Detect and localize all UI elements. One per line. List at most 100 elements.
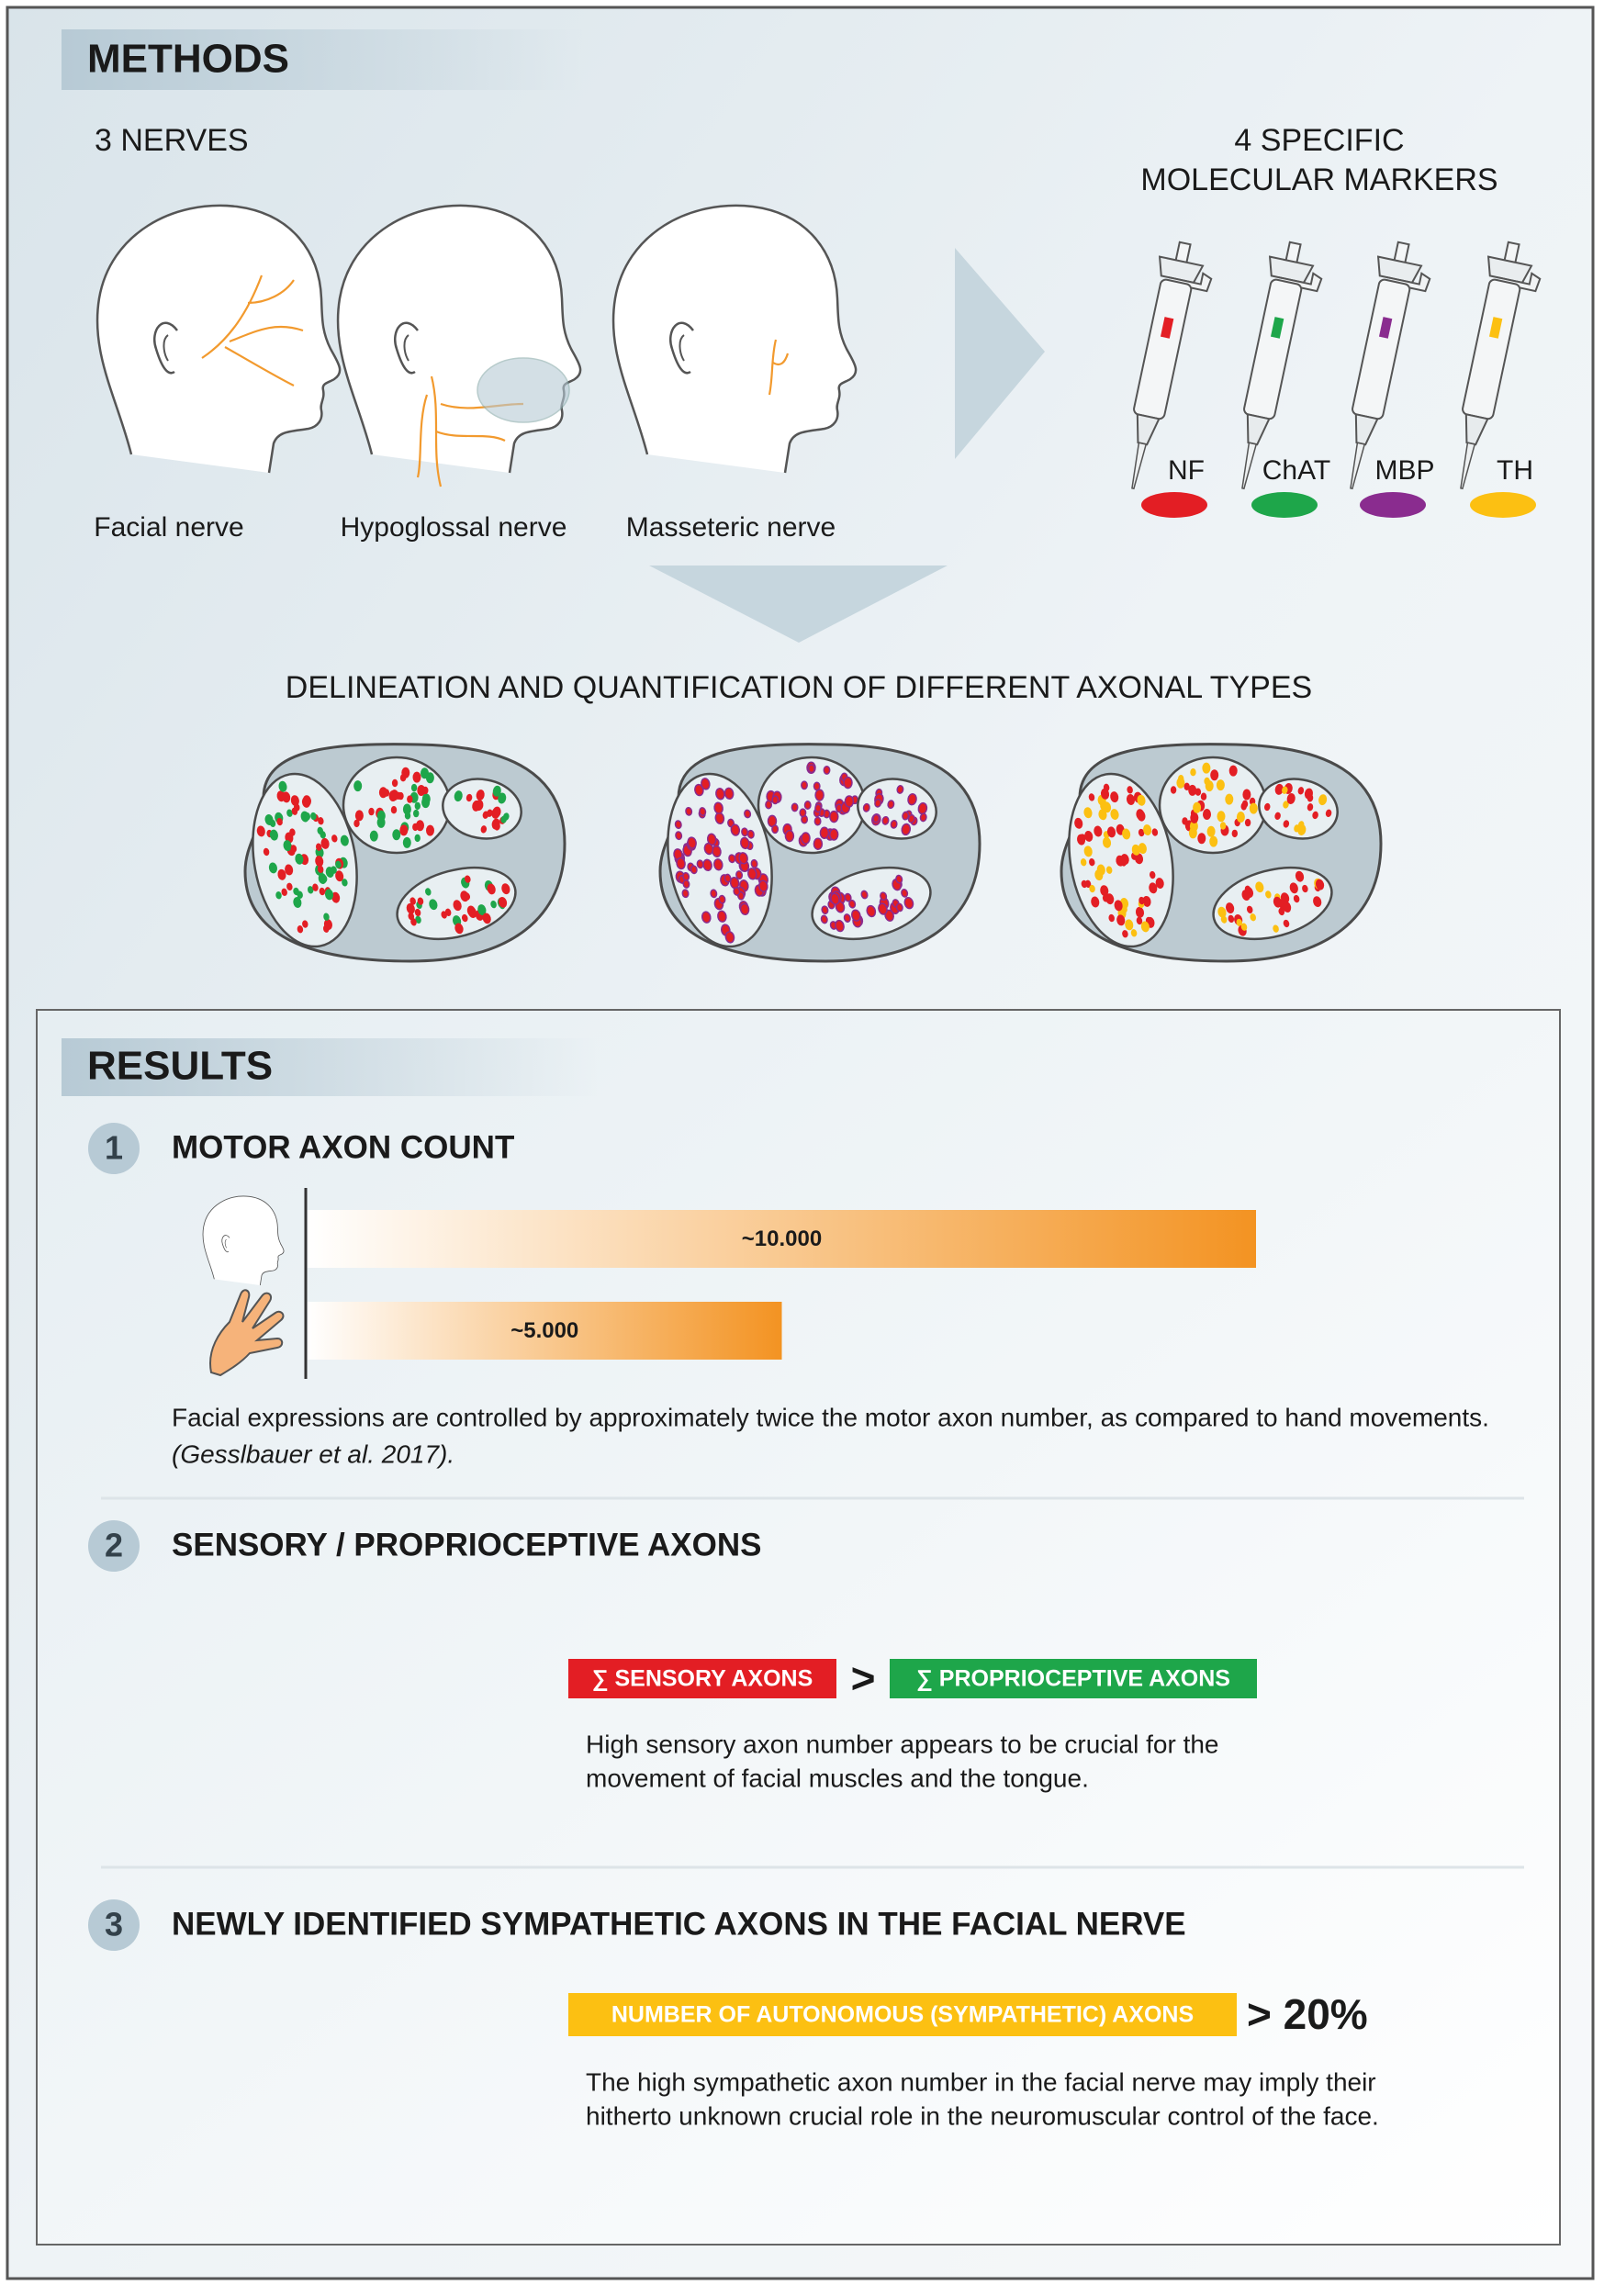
sympathetic-tag xyxy=(568,1993,1237,2036)
axon xyxy=(881,815,890,825)
axon xyxy=(1225,793,1234,805)
axon xyxy=(1263,802,1271,812)
cross-section xyxy=(243,743,566,963)
axon xyxy=(1108,913,1115,923)
axon xyxy=(821,905,829,915)
axon xyxy=(843,776,853,790)
item-text: Facial expressions are controlled by app… xyxy=(172,1403,1489,1431)
axon xyxy=(320,837,330,849)
axon xyxy=(1283,801,1289,809)
axon xyxy=(814,803,823,813)
axon xyxy=(746,829,755,839)
proprioceptive-tag xyxy=(890,1659,1257,1698)
axon xyxy=(310,812,317,821)
axon xyxy=(878,902,888,915)
fascicle xyxy=(1258,778,1339,840)
axon xyxy=(1083,807,1093,819)
axon xyxy=(1193,801,1202,813)
axon xyxy=(712,858,723,871)
axon xyxy=(1081,879,1088,889)
axon xyxy=(844,795,855,808)
axon xyxy=(1102,894,1109,902)
arrow-down xyxy=(649,566,948,643)
axon xyxy=(276,790,286,802)
axon xyxy=(1074,817,1083,829)
axon xyxy=(417,785,426,796)
axon xyxy=(286,882,293,891)
axon xyxy=(884,909,894,922)
axon xyxy=(422,786,429,795)
axon xyxy=(454,923,464,935)
axon xyxy=(1080,858,1087,867)
axon xyxy=(1190,812,1199,823)
axon xyxy=(1206,825,1216,837)
axon xyxy=(887,800,895,810)
axon xyxy=(895,874,903,884)
axon xyxy=(335,860,342,868)
axon xyxy=(1282,901,1292,913)
marker-label: MBP xyxy=(1374,455,1434,486)
axon xyxy=(1278,907,1285,916)
axon xyxy=(320,831,326,839)
axon xyxy=(710,889,718,899)
axon xyxy=(1189,821,1198,832)
axon xyxy=(771,795,780,805)
axon xyxy=(674,820,682,830)
axon xyxy=(1131,844,1140,856)
item-number: 1 xyxy=(105,1129,123,1167)
axon xyxy=(820,914,828,924)
axon xyxy=(1190,768,1196,777)
cross-section xyxy=(658,743,981,963)
fascicle xyxy=(252,772,358,948)
axon xyxy=(498,792,507,804)
axon xyxy=(500,815,507,823)
nerve-label: Facial nerve xyxy=(94,512,243,543)
axon xyxy=(289,828,296,836)
axon xyxy=(441,911,447,919)
methods-banner xyxy=(62,29,583,90)
delineation-heading: DELINEATION AND QUANTIFICATION OF DIFFER… xyxy=(286,670,1312,705)
axon xyxy=(417,897,424,905)
axon xyxy=(765,800,773,810)
axon xyxy=(318,817,324,825)
axon xyxy=(331,866,337,874)
pipette xyxy=(1220,238,1329,497)
axon xyxy=(1151,828,1159,836)
axon xyxy=(890,819,898,829)
axon xyxy=(706,833,717,846)
results-banner xyxy=(62,1038,598,1096)
axon xyxy=(1110,809,1119,821)
axon xyxy=(801,780,808,790)
fascicle xyxy=(1212,867,1333,940)
axon xyxy=(1273,924,1279,933)
axon xyxy=(1283,820,1290,828)
axon xyxy=(1091,896,1100,908)
axon xyxy=(402,803,411,815)
axon xyxy=(454,790,463,802)
fascicle xyxy=(342,756,452,855)
axon xyxy=(1103,783,1110,792)
axon xyxy=(291,807,298,815)
axon xyxy=(318,873,327,885)
axon xyxy=(1315,879,1325,890)
axon xyxy=(492,806,501,818)
marker-label: NF xyxy=(1168,455,1205,486)
axon xyxy=(1125,919,1134,931)
axon xyxy=(687,836,697,849)
axon xyxy=(1116,855,1125,867)
axon xyxy=(866,904,877,918)
nerve-label: Hypoglossal nerve xyxy=(341,512,567,543)
axon xyxy=(701,778,711,790)
axon xyxy=(823,765,831,775)
pipette xyxy=(1110,238,1218,497)
axon xyxy=(850,909,861,922)
markers-heading: 4 SPECIFIC xyxy=(1234,123,1404,158)
axon xyxy=(376,810,386,822)
axon xyxy=(1200,792,1207,801)
cross-section xyxy=(1060,743,1383,963)
axon xyxy=(835,919,845,933)
axon xyxy=(317,865,324,873)
axon xyxy=(1295,870,1305,882)
axon xyxy=(813,816,822,826)
